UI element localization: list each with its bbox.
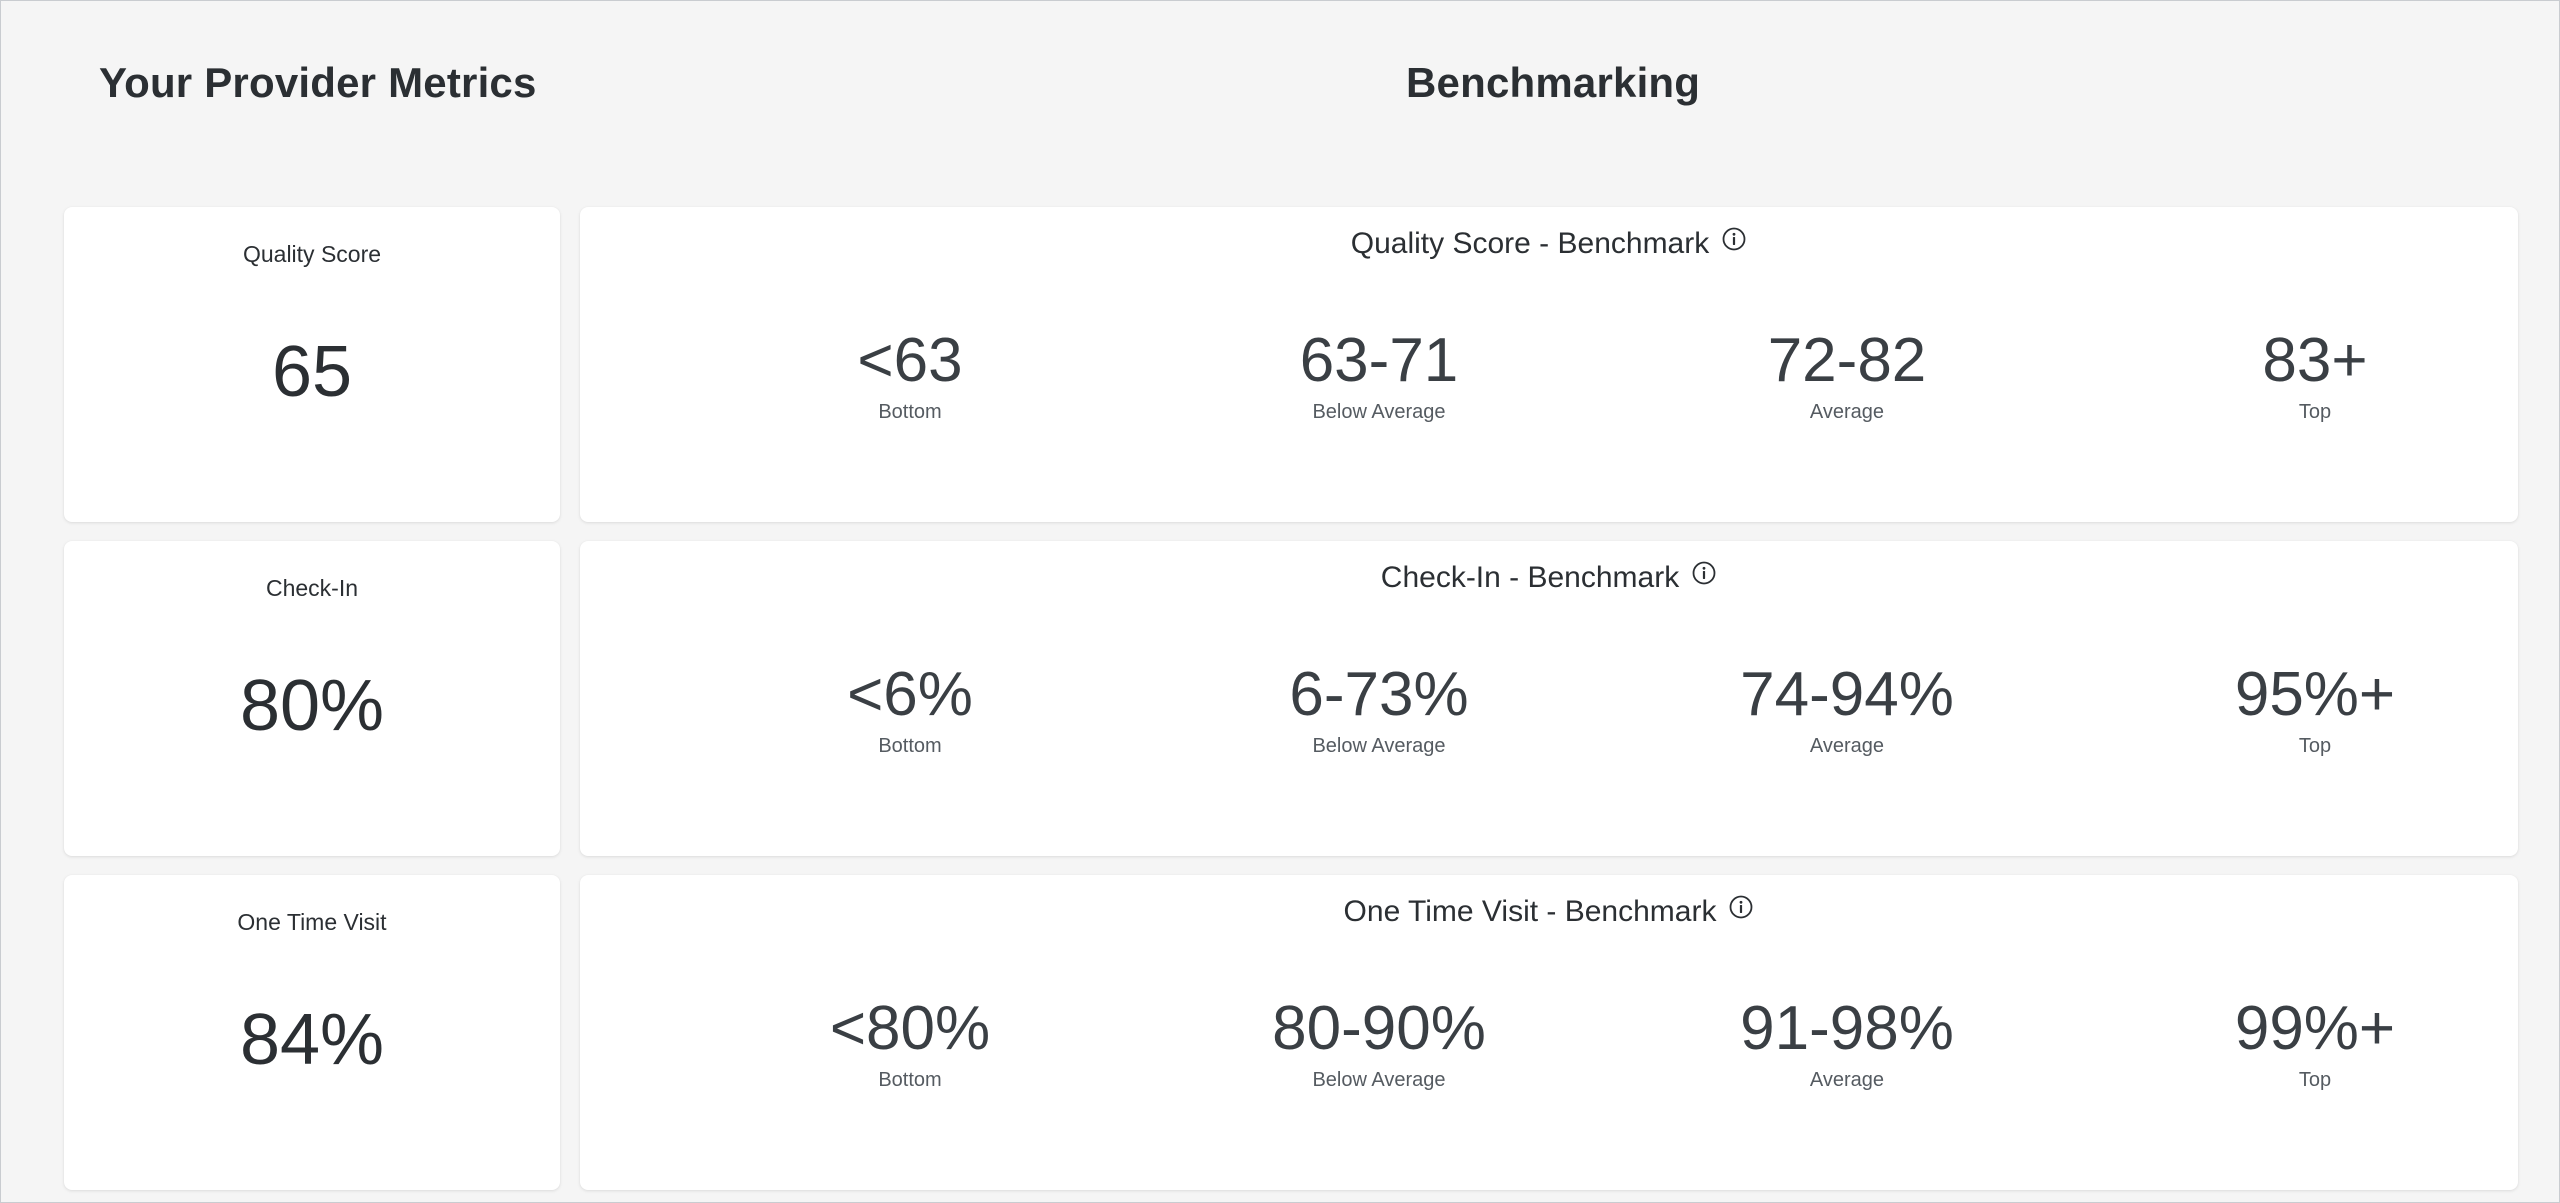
tier-bottom: <6% Bottom	[710, 661, 1110, 758]
tier-label: Average	[1809, 1069, 1885, 1091]
tier-label: Average	[1809, 735, 1885, 757]
metric-value: 65	[271, 332, 353, 412]
tier-label: Bottom	[878, 401, 942, 423]
metric-label: Check-In	[265, 575, 359, 601]
benchmark-title: One Time Visit - Benchmark	[580, 895, 2518, 929]
tier-below-average: 6-73% Below Average	[1179, 661, 1579, 758]
provider-metrics-heading: Your Provider Metrics	[99, 59, 537, 106]
benchmark-card: Quality Score - Benchmark <63 Bottom 63-…	[580, 207, 2518, 522]
tier-label: Average	[1809, 401, 1885, 423]
tier-label: Bottom	[878, 735, 942, 757]
metric-row-one-time-visit: One Time Visit 84% One Time Visit - Benc…	[64, 875, 2518, 1190]
tier-top: 83+ Top	[2115, 327, 2515, 424]
tier-top: 95%+ Top	[2115, 661, 2515, 758]
info-circle-icon[interactable]	[1721, 226, 1747, 260]
tier-range: 63-71	[1299, 326, 1459, 395]
tier-label: Top	[2298, 735, 2332, 757]
metric-label: One Time Visit	[237, 909, 387, 935]
tier-bottom: <63 Bottom	[710, 327, 1110, 424]
tier-label: Below Average	[1312, 735, 1446, 757]
metric-row-check-in: Check-In 80% Check-In - Benchmark <6% Bo…	[64, 541, 2518, 856]
metric-value: 84%	[239, 1000, 385, 1080]
tier-range: 74-94%	[1740, 660, 1954, 729]
tier-range: 6-73%	[1289, 660, 1469, 729]
benchmark-title: Check-In - Benchmark	[580, 561, 2518, 595]
tier-range: 83+	[2262, 326, 2368, 395]
metric-value: 80%	[239, 666, 385, 746]
tier-label: Top	[2298, 401, 2332, 423]
benchmark-title-text: One Time Visit - Benchmark	[1343, 895, 1717, 928]
metric-card: Check-In 80%	[64, 541, 560, 856]
metric-card: Quality Score 65	[64, 207, 560, 522]
metric-label: Quality Score	[242, 241, 382, 267]
tier-range: <80%	[829, 994, 991, 1063]
benchmark-title-text: Check-In - Benchmark	[1380, 561, 1680, 594]
tier-top: 99%+ Top	[2115, 995, 2515, 1092]
benchmark-card: One Time Visit - Benchmark <80% Bottom 8…	[580, 875, 2518, 1190]
tier-label: Below Average	[1312, 401, 1446, 423]
tier-range: 95%+	[2234, 660, 2396, 729]
tier-below-average: 63-71 Below Average	[1179, 327, 1579, 424]
benchmarking-heading: Benchmarking	[1406, 59, 1701, 106]
info-circle-icon[interactable]	[1728, 894, 1754, 928]
tier-range: 72-82	[1767, 326, 1927, 395]
tier-range: 91-98%	[1740, 994, 1954, 1063]
tier-label: Bottom	[878, 1069, 942, 1091]
tier-range: <6%	[847, 660, 973, 729]
tier-average: 91-98% Average	[1647, 995, 2047, 1092]
metric-row-quality-score: Quality Score 65 Quality Score - Benchma…	[64, 207, 2518, 522]
tier-range: <63	[857, 326, 963, 395]
tier-bottom: <80% Bottom	[710, 995, 1110, 1092]
benchmark-card: Check-In - Benchmark <6% Bottom 6-73% Be…	[580, 541, 2518, 856]
tier-label: Top	[2298, 1069, 2332, 1091]
tier-average: 74-94% Average	[1647, 661, 2047, 758]
tier-label: Below Average	[1312, 1069, 1446, 1091]
benchmark-title-text: Quality Score - Benchmark	[1350, 227, 1710, 260]
tier-range: 80-90%	[1272, 994, 1486, 1063]
metric-card: One Time Visit 84%	[64, 875, 560, 1190]
info-circle-icon[interactable]	[1691, 560, 1717, 594]
benchmark-title: Quality Score - Benchmark	[580, 227, 2518, 261]
tier-below-average: 80-90% Below Average	[1179, 995, 1579, 1092]
tier-average: 72-82 Average	[1647, 327, 2047, 424]
tier-range: 99%+	[2234, 994, 2396, 1063]
